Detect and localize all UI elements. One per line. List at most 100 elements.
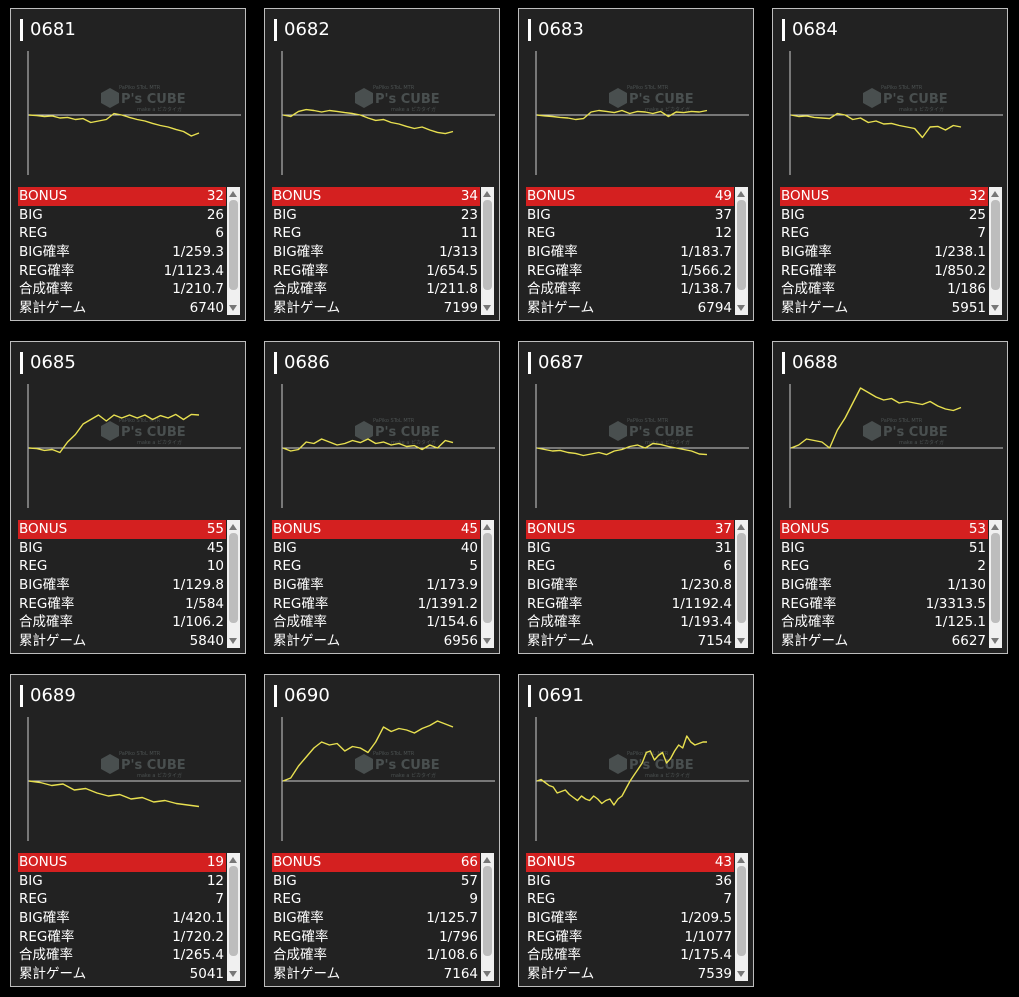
stat-row-bonus: BONUS 19 [18, 853, 226, 872]
scroll-thumb[interactable] [483, 533, 492, 623]
stats-scrollbar[interactable] [989, 520, 1002, 648]
scroll-up-arrow-icon[interactable] [737, 524, 745, 530]
scroll-up-arrow-icon[interactable] [483, 191, 491, 197]
stat-value: 6956 [443, 633, 478, 650]
stat-value: 1/3313.5 [925, 595, 986, 612]
machine-title: 0689 [20, 685, 76, 707]
stats-scrollbar[interactable] [735, 853, 748, 981]
scroll-up-arrow-icon[interactable] [229, 857, 237, 863]
scroll-up-arrow-icon[interactable] [229, 524, 237, 530]
svg-text:PaPiko SToL MTR: PaPiko SToL MTR [627, 418, 669, 424]
stat-row-reg-rate: REG確率 1/1391.2 [272, 595, 480, 614]
stat-row-bonus: BONUS 43 [526, 853, 734, 872]
svg-text:PaPiko SToL MTR: PaPiko SToL MTR [373, 751, 415, 757]
machine-card-0688[interactable]: 0688 PaPiko SToL MTR P's CUBE make a ピカタイガ B… [772, 341, 1008, 654]
stats-scrollbar[interactable] [481, 187, 494, 315]
stats-scrollbar[interactable] [227, 187, 240, 315]
stat-value: 1/186 [947, 281, 986, 298]
machine-card-0683[interactable]: 0683 PaPiko SToL MTR P's CUBE make a ピカタイガ B… [518, 8, 754, 321]
stat-row-bonus: BONUS 32 [18, 187, 226, 206]
stat-value: 2 [977, 558, 986, 575]
stats-scrollbar[interactable] [481, 853, 494, 981]
stat-value: 37 [714, 521, 732, 537]
scroll-up-arrow-icon[interactable] [991, 524, 999, 530]
stats-table: BONUS 43 BIG 36 REG 7 BIG確率 1/209.5 REG確率 1/1077 合… [526, 853, 734, 984]
stat-label: REG確率 [781, 262, 837, 279]
stat-label: BONUS [781, 188, 830, 204]
scroll-down-arrow-icon[interactable] [483, 305, 491, 311]
stat-row-reg-rate: REG確率 1/850.2 [780, 262, 988, 281]
stat-label: 合成確率 [273, 281, 327, 298]
scroll-thumb[interactable] [737, 200, 746, 290]
scroll-thumb[interactable] [229, 200, 238, 290]
scroll-down-arrow-icon[interactable] [737, 971, 745, 977]
scroll-down-arrow-icon[interactable] [483, 638, 491, 644]
stats-scrollbar[interactable] [989, 187, 1002, 315]
stats-table: BONUS 32 BIG 26 REG 6 BIG確率 1/259.3 REG確率 1/1123.… [18, 187, 226, 318]
svg-text:make a ピカタイガ: make a ピカタイガ [137, 106, 182, 113]
stat-value: 53 [968, 521, 986, 537]
machine-card-0690[interactable]: 0690 PaPiko SToL MTR P's CUBE make a ピカタイガ B… [264, 674, 500, 987]
scroll-up-arrow-icon[interactable] [991, 191, 999, 197]
stat-label: BIG確率 [781, 577, 832, 594]
stat-row-big: BIG 23 [272, 206, 480, 225]
scroll-up-arrow-icon[interactable] [483, 857, 491, 863]
scroll-down-arrow-icon[interactable] [483, 971, 491, 977]
stats-scrollbar[interactable] [481, 520, 494, 648]
scroll-down-arrow-icon[interactable] [229, 305, 237, 311]
machine-card-0687[interactable]: 0687 PaPiko SToL MTR P's CUBE make a ピカタイガ B… [518, 341, 754, 654]
machine-card-0686[interactable]: 0686 PaPiko SToL MTR P's CUBE make a ピカタイガ B… [264, 341, 500, 654]
scroll-down-arrow-icon[interactable] [229, 638, 237, 644]
stat-value: 5 [469, 558, 478, 575]
scroll-thumb[interactable] [991, 200, 1000, 290]
stats-scrollbar[interactable] [227, 853, 240, 981]
scroll-thumb[interactable] [229, 533, 238, 623]
title-marker [274, 19, 277, 41]
machine-card-0689[interactable]: 0689 PaPiko SToL MTR P's CUBE make a ピカタイガ B… [10, 674, 246, 987]
machine-card-0691[interactable]: 0691 PaPiko SToL MTR P's CUBE make a ピカタイガ B… [518, 674, 754, 987]
stats-scrollbar[interactable] [735, 187, 748, 315]
stat-value: 7199 [443, 300, 478, 317]
machine-card-0685[interactable]: 0685 PaPiko SToL MTR P's CUBE make a ピカタイガ B… [10, 341, 246, 654]
stat-label: BIG [19, 206, 43, 223]
stat-value: 7539 [697, 966, 732, 983]
title-marker [20, 19, 23, 41]
scroll-up-arrow-icon[interactable] [483, 524, 491, 530]
scroll-down-arrow-icon[interactable] [991, 638, 999, 644]
stat-label: 合成確率 [781, 281, 835, 298]
slump-line [282, 438, 454, 452]
scroll-up-arrow-icon[interactable] [229, 191, 237, 197]
machine-card-0682[interactable]: 0682 PaPiko SToL MTR P's CUBE make a ピカタイガ B… [264, 8, 500, 321]
svg-text:make a ピカタイガ: make a ピカタイガ [391, 772, 436, 779]
scroll-down-arrow-icon[interactable] [737, 638, 745, 644]
scroll-thumb[interactable] [483, 866, 492, 956]
machine-card-0684[interactable]: 0684 PaPiko SToL MTR P's CUBE make a ピカタイガ B… [772, 8, 1008, 321]
svg-text:make a ピカタイガ: make a ピカタイガ [899, 106, 944, 113]
stat-row-big-rate: BIG確率 1/209.5 [526, 909, 734, 928]
stat-value: 1/210.7 [172, 281, 224, 298]
stats-scrollbar[interactable] [227, 520, 240, 648]
scroll-down-arrow-icon[interactable] [991, 305, 999, 311]
scroll-thumb[interactable] [483, 200, 492, 290]
stat-row-games: 累計ゲーム 5041 [18, 965, 226, 984]
stat-label: BIG確率 [273, 577, 324, 594]
scroll-thumb[interactable] [229, 866, 238, 956]
svg-text:P's CUBE: P's CUBE [121, 425, 186, 440]
stat-label: REG [273, 558, 302, 575]
machine-card-0681[interactable]: 0681 PaPiko SToL MTR P's CUBE make a ピカタイガ B… [10, 8, 246, 321]
scroll-thumb[interactable] [737, 533, 746, 623]
scroll-down-arrow-icon[interactable] [737, 305, 745, 311]
scroll-down-arrow-icon[interactable] [229, 971, 237, 977]
stat-row-big-rate: BIG確率 1/313 [272, 243, 480, 262]
scroll-up-arrow-icon[interactable] [737, 857, 745, 863]
scroll-up-arrow-icon[interactable] [737, 191, 745, 197]
scroll-thumb[interactable] [991, 533, 1000, 623]
scroll-thumb[interactable] [737, 866, 746, 956]
stat-row-total-rate: 合成確率 1/210.7 [18, 280, 226, 299]
title-marker [274, 352, 277, 374]
stats-scrollbar[interactable] [735, 520, 748, 648]
